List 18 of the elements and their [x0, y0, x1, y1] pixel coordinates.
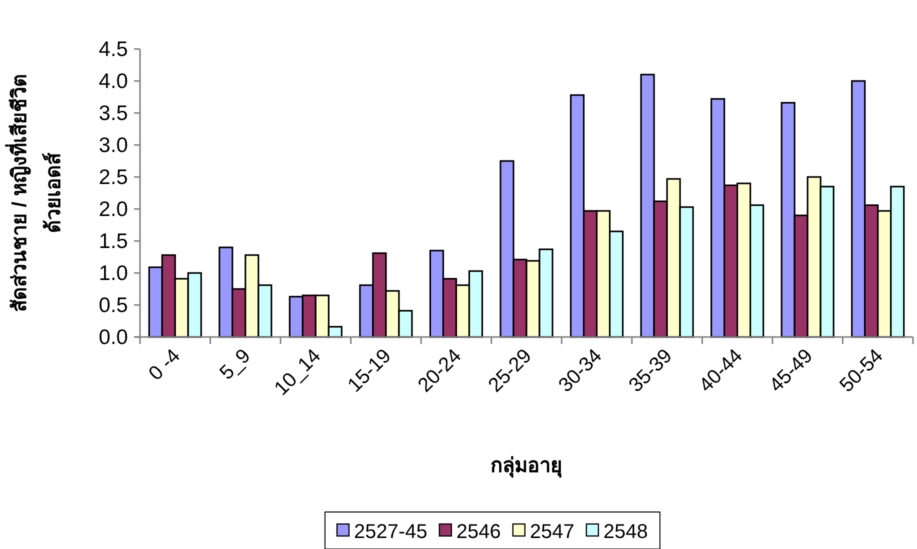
y-tick-label: 1.0	[98, 262, 128, 285]
x-tick-label: 0 -4	[144, 344, 185, 385]
y-tick-label: 3.5	[98, 102, 128, 125]
legend-label: 2548	[603, 521, 648, 543]
y-tick-label: 2.5	[98, 166, 128, 189]
y-axis-title: สัดส่วนชาย / หญิงที่เสียชีวิต ด้วยเอดส์	[4, 74, 65, 312]
y-tick-label: 4.0	[98, 70, 128, 93]
x-tick-label: 5_9	[216, 344, 255, 384]
y-tick-label: 0.5	[98, 294, 128, 317]
y-tick-label: 0.0	[98, 326, 128, 349]
legend-label: 2527-45	[354, 521, 428, 543]
y-tick-label: 2.0	[98, 198, 128, 221]
x-axis-title: กลุ่มอายุ	[490, 455, 562, 478]
legend-label: 2546	[456, 521, 501, 543]
y-tick-label: 3.0	[98, 134, 128, 157]
legend-label: 2547	[530, 521, 574, 543]
y-tick-label: 1.5	[98, 230, 128, 253]
y-tick-label: 4.5	[98, 38, 128, 61]
